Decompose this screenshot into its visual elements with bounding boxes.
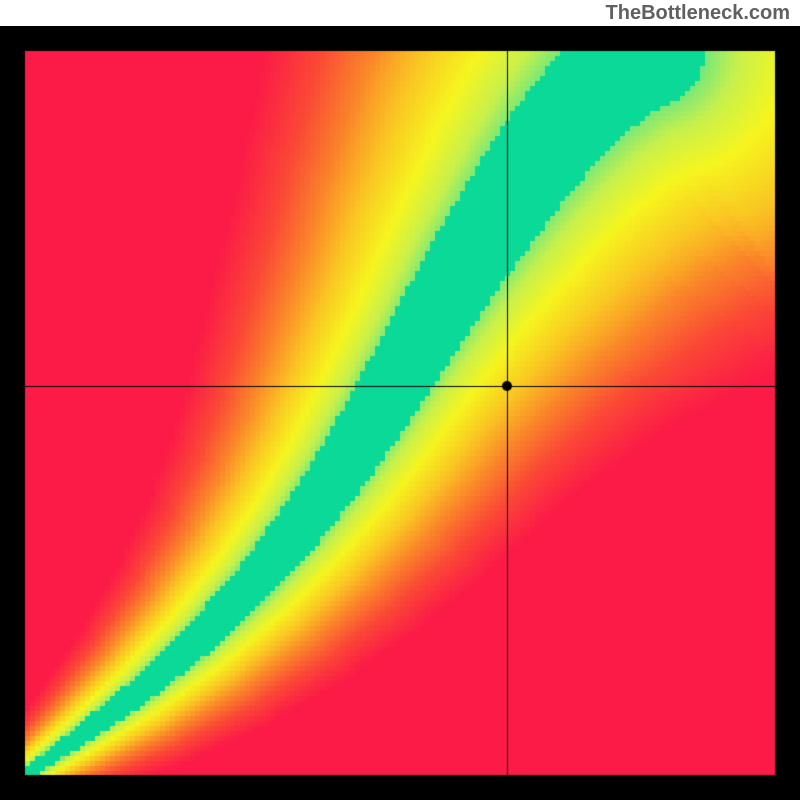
chart-container: TheBottleneck.com bbox=[0, 0, 800, 800]
heatmap-canvas bbox=[0, 26, 800, 800]
watermark-text: TheBottleneck.com bbox=[606, 2, 790, 25]
bottleneck-heatmap bbox=[0, 26, 800, 800]
